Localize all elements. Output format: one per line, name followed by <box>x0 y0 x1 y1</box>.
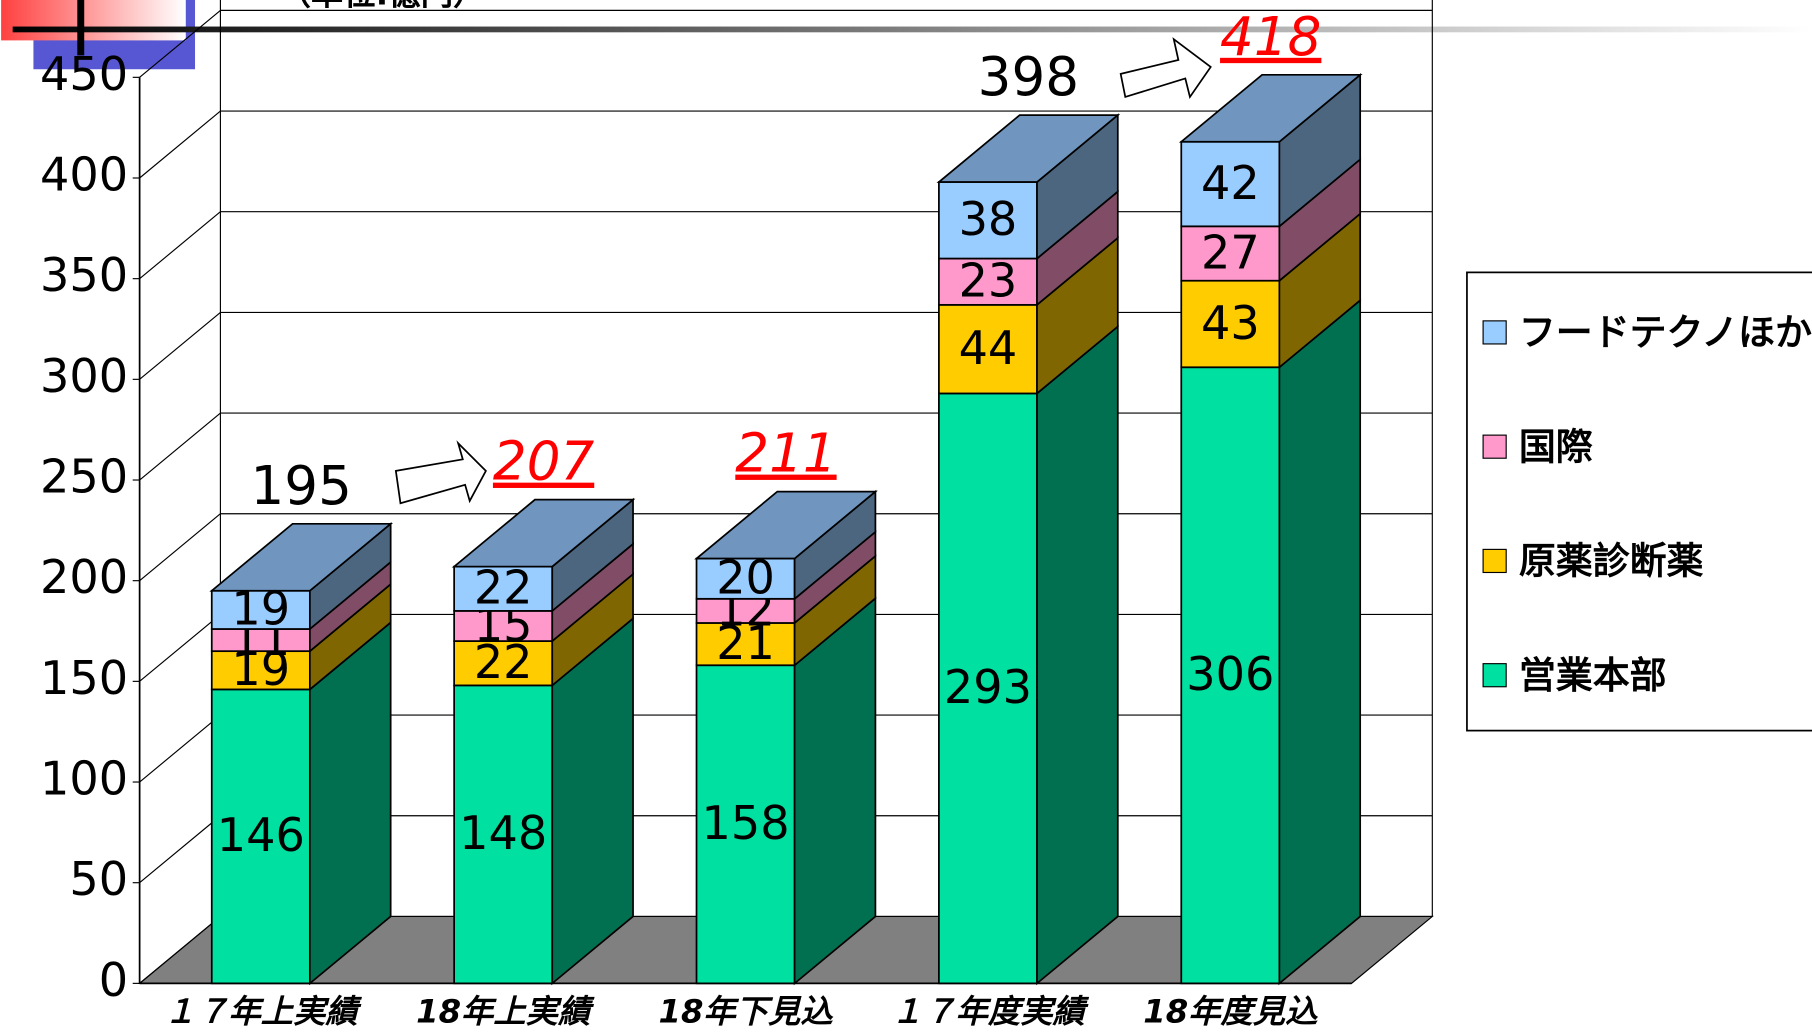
legend <box>1466 271 1812 732</box>
y-tick-label: 350 <box>40 248 128 302</box>
grid-line <box>139 915 221 984</box>
total-label: 398 <box>978 46 1079 108</box>
bar-segment <box>210 688 311 985</box>
bar-segment <box>695 597 796 624</box>
segment-label: 20 <box>716 550 775 604</box>
total-label: 195 <box>251 455 352 517</box>
y-tick-label: 400 <box>40 148 128 202</box>
bar-top <box>694 490 878 560</box>
decoration <box>1 0 186 41</box>
bar-top <box>1178 73 1363 143</box>
legend-label: 原薬診断薬 <box>1519 540 1704 583</box>
decoration <box>77 0 85 56</box>
x-tick-label: １７年上実績 <box>164 992 362 1030</box>
segment-label: 42 <box>1201 156 1260 210</box>
segment-label: 22 <box>474 635 533 689</box>
arrow <box>1119 37 1212 100</box>
bar-top <box>451 498 636 568</box>
legend-label: 営業本部 <box>1519 654 1667 697</box>
legend-swatch <box>1482 434 1507 459</box>
bar-side <box>1278 298 1362 986</box>
y-tick-label: 250 <box>40 450 128 504</box>
legend-label: 国際 <box>1519 425 1593 468</box>
bar-segment <box>695 664 796 985</box>
total-label: 207 <box>493 431 595 493</box>
y-tick-label: 450 <box>40 47 128 101</box>
segment-label: 146 <box>217 808 305 862</box>
segment-label: 158 <box>702 796 790 850</box>
legend-swatch <box>1482 663 1507 688</box>
arrow <box>394 440 487 505</box>
grid-line <box>139 513 221 582</box>
x-tick-label: 18年度見込 <box>1143 992 1319 1030</box>
legend-swatch <box>1482 320 1507 345</box>
segment-label: 23 <box>959 254 1018 308</box>
segment-label: 22 <box>474 561 533 615</box>
grid-line <box>139 9 221 78</box>
y-tick-label: 50 <box>69 852 128 906</box>
segment-label: 43 <box>1201 296 1260 350</box>
bar-segment <box>453 610 554 642</box>
segment-label: 38 <box>959 192 1018 246</box>
bar-segment <box>938 181 1038 260</box>
bar-segment <box>210 589 311 630</box>
y-tick-label: 0 <box>99 953 128 1007</box>
y-tick-label: 100 <box>40 752 128 806</box>
grid-line <box>139 815 221 884</box>
y-tick-label: 200 <box>40 550 128 604</box>
segment-label: 21 <box>716 616 775 670</box>
bar-side <box>1036 324 1119 986</box>
x-tick-label: １７年度実績 <box>891 992 1089 1030</box>
segment-label: 306 <box>1186 647 1274 701</box>
legend-label: フードテクノほか <box>1519 311 1812 354</box>
x-tick-label: 18年下見込 <box>658 992 834 1030</box>
grid-line <box>139 211 221 280</box>
segment-label: 293 <box>944 660 1032 714</box>
grid-line <box>139 110 221 179</box>
unit-label: （単位:億円） <box>279 0 486 12</box>
bar-segment <box>1180 279 1281 369</box>
decoration <box>12 26 1811 33</box>
grid-line <box>139 714 221 783</box>
segment-label: 44 <box>959 321 1018 375</box>
grid-line <box>139 311 221 380</box>
y-tick-label: 150 <box>40 651 128 705</box>
legend-swatch <box>1482 548 1507 574</box>
segment-label: 148 <box>459 806 547 860</box>
grid-line <box>139 613 221 682</box>
grid-line <box>139 412 221 481</box>
y-tick-label: 300 <box>40 349 128 403</box>
bar-top <box>209 522 394 592</box>
segment-label: 27 <box>1201 225 1260 279</box>
bar-top <box>936 114 1121 183</box>
segment-label: 19 <box>231 582 290 636</box>
x-tick-label: 18年上実績 <box>416 992 595 1030</box>
total-label: 418 <box>1220 6 1321 68</box>
total-label: 211 <box>735 423 836 485</box>
